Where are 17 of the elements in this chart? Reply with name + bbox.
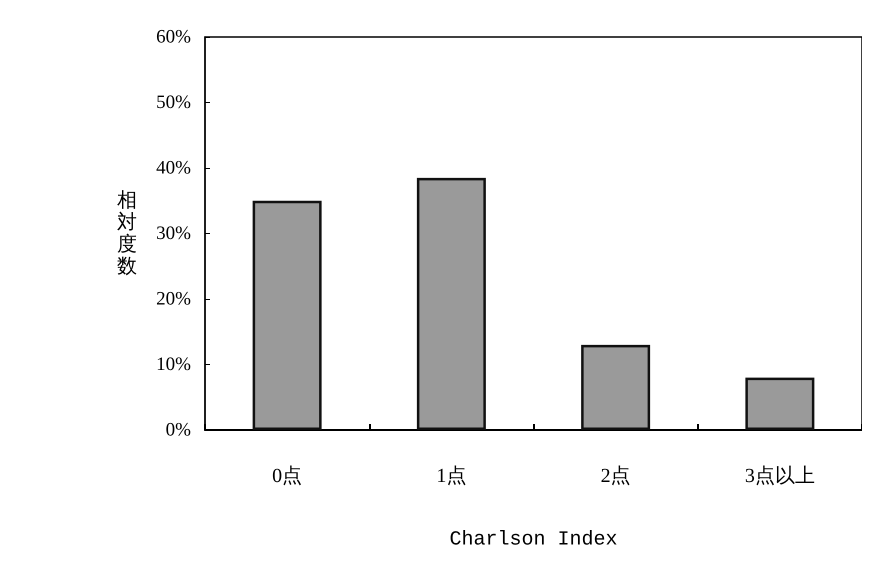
y-tick-label: 50% xyxy=(156,92,192,113)
y-tick-label: 40% xyxy=(156,158,192,178)
y-tick-label: 60% xyxy=(156,26,192,48)
bar xyxy=(416,178,486,430)
y-tick-label: 20% xyxy=(156,288,192,310)
x-tick-label: 3点以上 xyxy=(744,465,815,487)
y-tick-label: 0% xyxy=(166,420,192,440)
bar xyxy=(745,378,814,430)
y-tick-label: 10% xyxy=(156,354,192,375)
bar xyxy=(252,200,322,430)
y-tick-label: 30% xyxy=(156,223,192,244)
x-tick-label: 2点 xyxy=(600,465,631,487)
x-tick-label: 1点 xyxy=(436,465,466,487)
x-axis-title: Charlson Index xyxy=(449,528,618,552)
y-axis-title: 相対度数 xyxy=(117,190,137,278)
bar xyxy=(581,344,650,430)
x-tick-label: 0点 xyxy=(272,465,302,487)
